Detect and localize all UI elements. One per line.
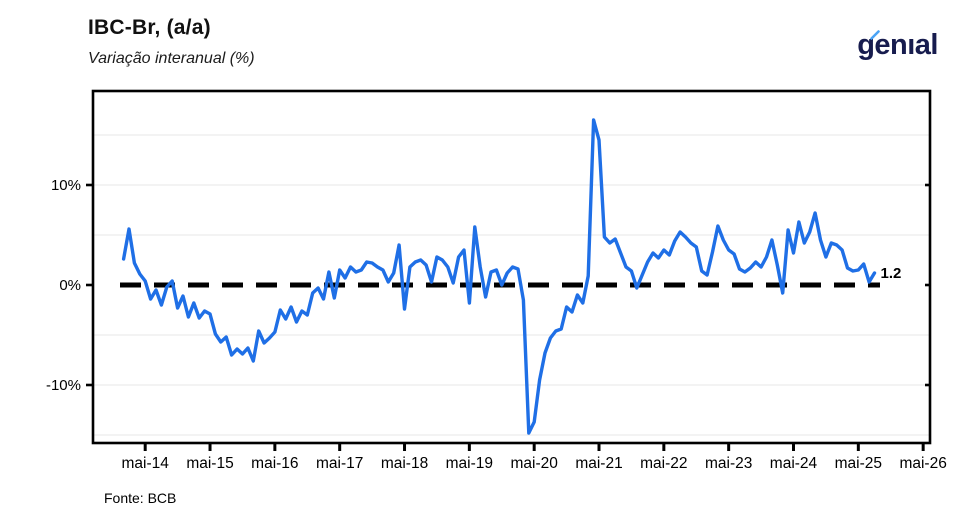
- x-tick-label: mai-26: [899, 455, 946, 472]
- x-tick-label: mai-20: [510, 455, 558, 472]
- plot-frame: [91, 89, 932, 445]
- y-tick-label: 10%: [51, 177, 81, 194]
- x-tick-label: mai-19: [446, 455, 493, 472]
- x-tick-label: mai-21: [575, 455, 622, 472]
- x-tick-label: mai-17: [316, 455, 363, 472]
- ibc-br-line: [121, 118, 877, 435]
- x-tick-label: mai-22: [640, 455, 687, 472]
- x-tick-label: mai-25: [835, 455, 882, 472]
- x-tick-label: mai-15: [186, 455, 233, 472]
- chart-subtitle: Variação interanual (%): [88, 50, 255, 67]
- y-tick-label: -10%: [46, 377, 81, 394]
- x-tick-label: mai-24: [770, 455, 818, 472]
- x-tick-label: mai-14: [122, 455, 170, 472]
- logo-wordmark: genıal: [857, 29, 938, 61]
- source-note: Fonte: BCB: [104, 490, 177, 506]
- x-tick-label: mai-16: [251, 455, 298, 472]
- genial-logo: genıal: [857, 24, 938, 66]
- y-tick-label: 0%: [59, 277, 81, 294]
- x-tick-label: mai-18: [381, 455, 428, 472]
- x-tick-label: mai-23: [705, 455, 752, 472]
- last-value-label: 1.2: [881, 265, 902, 282]
- chart-title: IBC-Br, (a/a): [88, 16, 211, 39]
- logo-accent-icon: [870, 27, 881, 40]
